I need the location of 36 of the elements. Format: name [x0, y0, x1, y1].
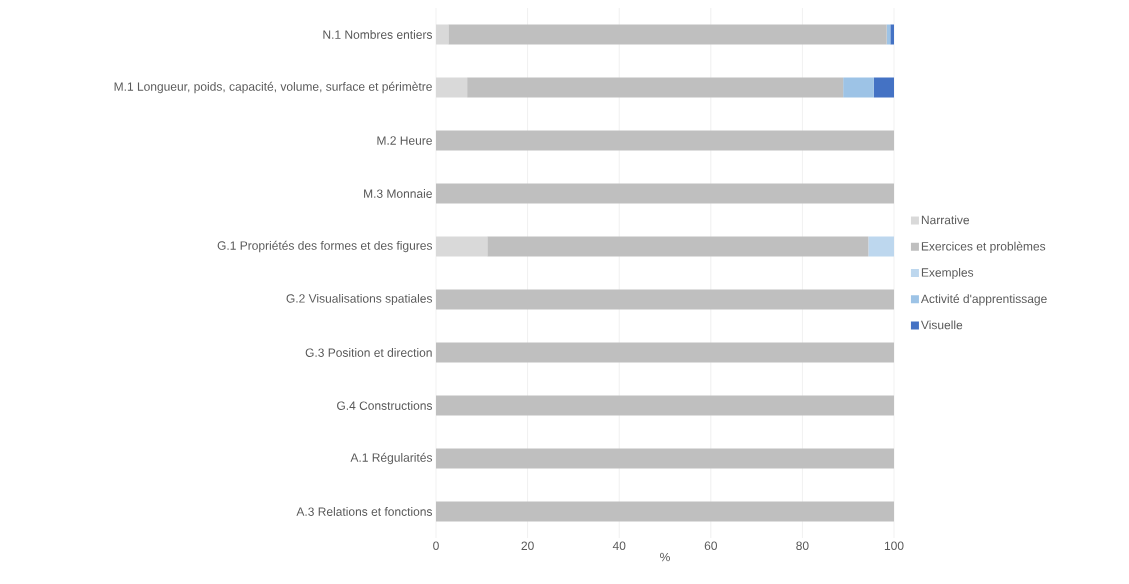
legend-label: Activité d'apprentissage: [920, 294, 1047, 306]
bar: [448, 24, 887, 45]
x-axis-title: %: [660, 552, 670, 562]
y-tick-label: G.3 Position et direction: [305, 348, 432, 357]
y-tick-label: N.1 Nombres entiers: [323, 30, 433, 39]
x-tick-label: 20: [521, 541, 534, 551]
bar: [436, 289, 895, 310]
bar: [436, 183, 895, 204]
bar: [436, 395, 895, 416]
bar: [487, 236, 869, 257]
bar: [868, 236, 895, 257]
y-tick-label: M.1 Longueur, poids, capacité, volume, surface et périmètre: [114, 81, 432, 94]
bar: [467, 77, 844, 98]
y-tick-label: A.3 Relations et fonctions: [296, 507, 433, 516]
bar: [843, 77, 874, 98]
bar: [436, 342, 895, 363]
bar: [436, 448, 895, 469]
legend-label: Exercices et problèmes: [921, 241, 1046, 253]
x-tick-label: 0: [433, 541, 439, 551]
y-tick-label: G.4 Constructions: [337, 401, 433, 410]
bar: [436, 501, 895, 522]
y-tick-label: A.1 Régularités: [350, 452, 433, 465]
legend-label: Visuelle: [920, 320, 963, 330]
bar: [436, 130, 895, 151]
y-tick-label: M.3 Monnaie: [364, 189, 432, 198]
x-tick-label: 100: [884, 541, 904, 551]
legend-label: Exemples: [921, 267, 974, 280]
x-tick-label: 60: [704, 541, 718, 551]
y-tick-label: G.2 Visualisations spatiales: [286, 293, 433, 306]
legend-label: Narrative: [921, 215, 970, 225]
bar: [890, 24, 895, 45]
x-tick-label: 80: [796, 541, 809, 551]
x-tick-label: 40: [612, 541, 626, 551]
bar: [873, 77, 895, 98]
y-tick-label: M.2 Heure: [377, 136, 432, 145]
y-tick-label: G.1 Propriétés des formes et des figures: [217, 240, 433, 253]
